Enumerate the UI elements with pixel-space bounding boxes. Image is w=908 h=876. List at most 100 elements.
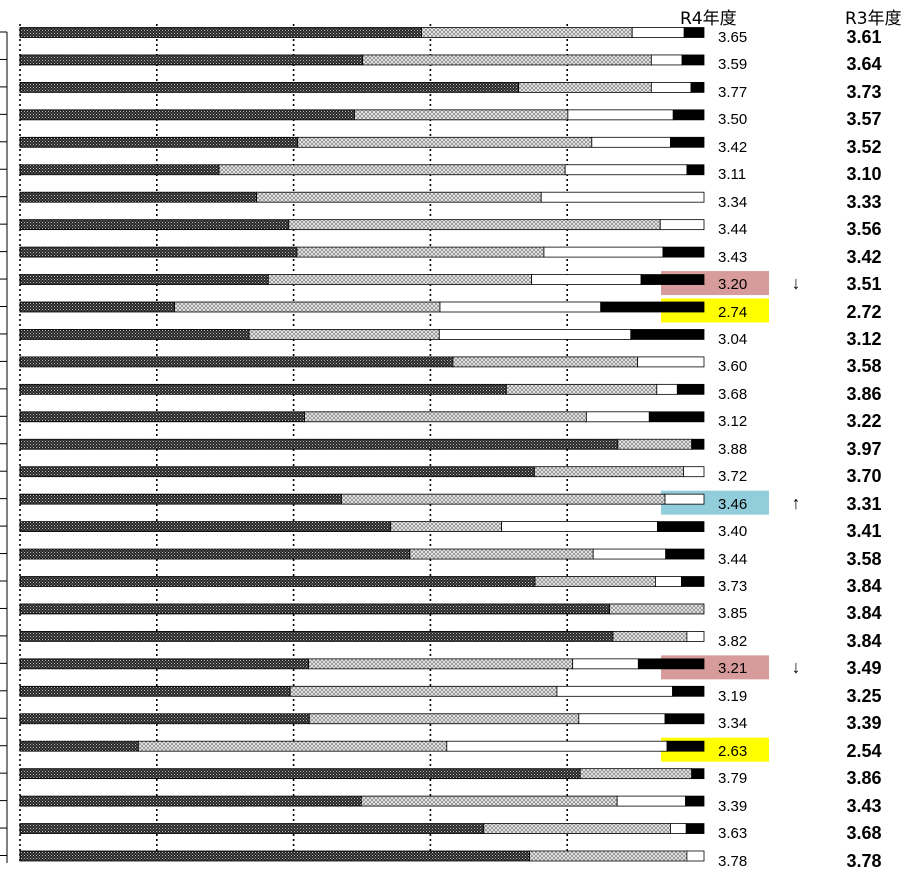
r3-value: 3.84 bbox=[846, 603, 882, 624]
bar-segment-4 bbox=[600, 301, 705, 313]
bar-segment-4 bbox=[666, 740, 705, 752]
bar-segment-3 bbox=[656, 383, 678, 395]
r4-value: 3.40 bbox=[718, 523, 748, 541]
r4-value: 3.50 bbox=[718, 111, 748, 129]
bar-segment-3 bbox=[664, 493, 705, 505]
header-r4: R4年度 bbox=[680, 9, 737, 29]
bar-segment-1 bbox=[19, 713, 310, 725]
bar-segment-3 bbox=[564, 164, 688, 176]
bar-segment-1 bbox=[19, 631, 614, 642]
r4-value: 3.42 bbox=[718, 138, 748, 156]
r4-value: 3.73 bbox=[718, 578, 748, 595]
bar-segment-3 bbox=[592, 548, 667, 560]
bar-segment-3 bbox=[631, 27, 685, 38]
r3-value: 3.97 bbox=[846, 438, 882, 459]
bar-row-17 bbox=[19, 466, 705, 478]
bar-segment-1 bbox=[19, 521, 392, 532]
r4-value: 3.44 bbox=[718, 221, 748, 239]
bar-segment-1 bbox=[19, 768, 581, 780]
bar-segment-3 bbox=[585, 411, 650, 423]
bar-segment-3 bbox=[439, 301, 602, 313]
bar-row-5 bbox=[19, 136, 705, 148]
r4-value: 3.34 bbox=[718, 715, 748, 733]
arrow-down-icon: ↓ bbox=[791, 273, 801, 294]
r3-value: 3.84 bbox=[846, 576, 882, 596]
r3-value: 3.84 bbox=[846, 630, 882, 651]
bar-row-22 bbox=[19, 603, 705, 615]
bar-segment-3 bbox=[670, 823, 687, 834]
r3-value: 3.52 bbox=[846, 136, 882, 157]
bar-row-6 bbox=[19, 164, 705, 176]
bar-segment-1 bbox=[19, 466, 535, 478]
bar-row-1 bbox=[19, 27, 705, 38]
bar-segment-2 bbox=[256, 191, 542, 203]
gridlines bbox=[0, 24, 569, 863]
bar-segment-2 bbox=[248, 329, 440, 340]
bar-segment-1 bbox=[19, 411, 305, 423]
bar-segment-2 bbox=[308, 658, 574, 670]
bar-row-27 bbox=[19, 740, 705, 752]
bar-segment-1 bbox=[19, 383, 507, 395]
bar-row-30 bbox=[19, 823, 705, 834]
bar-row-26 bbox=[19, 713, 705, 725]
bar-segment-2 bbox=[390, 521, 502, 532]
bar-segment-2 bbox=[533, 466, 684, 478]
bar-row-19 bbox=[19, 521, 705, 532]
r3-value: 3.31 bbox=[846, 493, 882, 514]
r3-value: 3.12 bbox=[846, 328, 882, 349]
bar-segment-2 bbox=[409, 548, 594, 560]
bar-segment-1 bbox=[19, 164, 220, 176]
bar-segment-3 bbox=[650, 54, 683, 66]
bar-segment-2 bbox=[174, 301, 441, 313]
bar-segment-4 bbox=[691, 438, 705, 450]
r4-value: 3.46 bbox=[718, 495, 748, 513]
bar-segment-1 bbox=[19, 301, 175, 313]
r4-value: 3.20 bbox=[718, 276, 748, 294]
r4-value: 3.65 bbox=[718, 29, 748, 46]
bar-segment-4 bbox=[630, 329, 705, 340]
bar-segment-2 bbox=[360, 795, 618, 807]
bar-segment-3 bbox=[637, 356, 705, 368]
bar-segment-2 bbox=[612, 631, 688, 642]
r4-value: 3.19 bbox=[718, 687, 748, 705]
bar-row-4 bbox=[19, 109, 705, 121]
bar-segment-1 bbox=[19, 493, 342, 505]
bar-segment-1 bbox=[19, 82, 520, 93]
r3-value: 3.64 bbox=[846, 54, 882, 75]
bar-segment-3 bbox=[616, 795, 686, 807]
r3-value: 3.86 bbox=[846, 383, 882, 404]
bar-segment-2 bbox=[289, 685, 558, 697]
bar-segment-3 bbox=[501, 521, 658, 532]
bar-row-12 bbox=[19, 329, 705, 340]
bar-segment-2 bbox=[341, 493, 666, 505]
bar-row-8 bbox=[19, 219, 705, 231]
r4-value: 3.68 bbox=[718, 385, 748, 403]
r3-value: 2.72 bbox=[846, 301, 882, 322]
bar-row-18 bbox=[19, 493, 705, 505]
bar-segment-3 bbox=[543, 246, 664, 258]
bar-segment-2 bbox=[483, 823, 671, 834]
bar-segment-1 bbox=[19, 329, 250, 340]
bar-segment-3 bbox=[540, 191, 705, 203]
r4-value: 3.88 bbox=[718, 440, 748, 458]
r3-value: 3.39 bbox=[846, 713, 882, 734]
bar-row-7 bbox=[19, 191, 705, 203]
bar-segment-2 bbox=[362, 54, 652, 66]
r4-value: 3.21 bbox=[718, 660, 748, 678]
bar-segment-4 bbox=[670, 136, 705, 148]
bar-segment-4 bbox=[665, 548, 705, 560]
r3-value: 3.42 bbox=[846, 246, 882, 267]
bar-segment-3 bbox=[567, 109, 674, 121]
bar-segment-4 bbox=[640, 274, 705, 285]
bar-row-2 bbox=[19, 54, 705, 66]
bar-segment-2 bbox=[617, 438, 693, 450]
r3-value: 3.61 bbox=[846, 27, 882, 47]
r4-value: 3.79 bbox=[718, 770, 748, 788]
bar-segment-2 bbox=[505, 383, 658, 395]
r3-value: 3.33 bbox=[846, 191, 882, 212]
r3-value: 3.10 bbox=[846, 164, 882, 185]
bar-segment-4 bbox=[664, 713, 705, 725]
r4-value: 3.12 bbox=[718, 413, 748, 431]
bar-row-3 bbox=[19, 82, 705, 93]
